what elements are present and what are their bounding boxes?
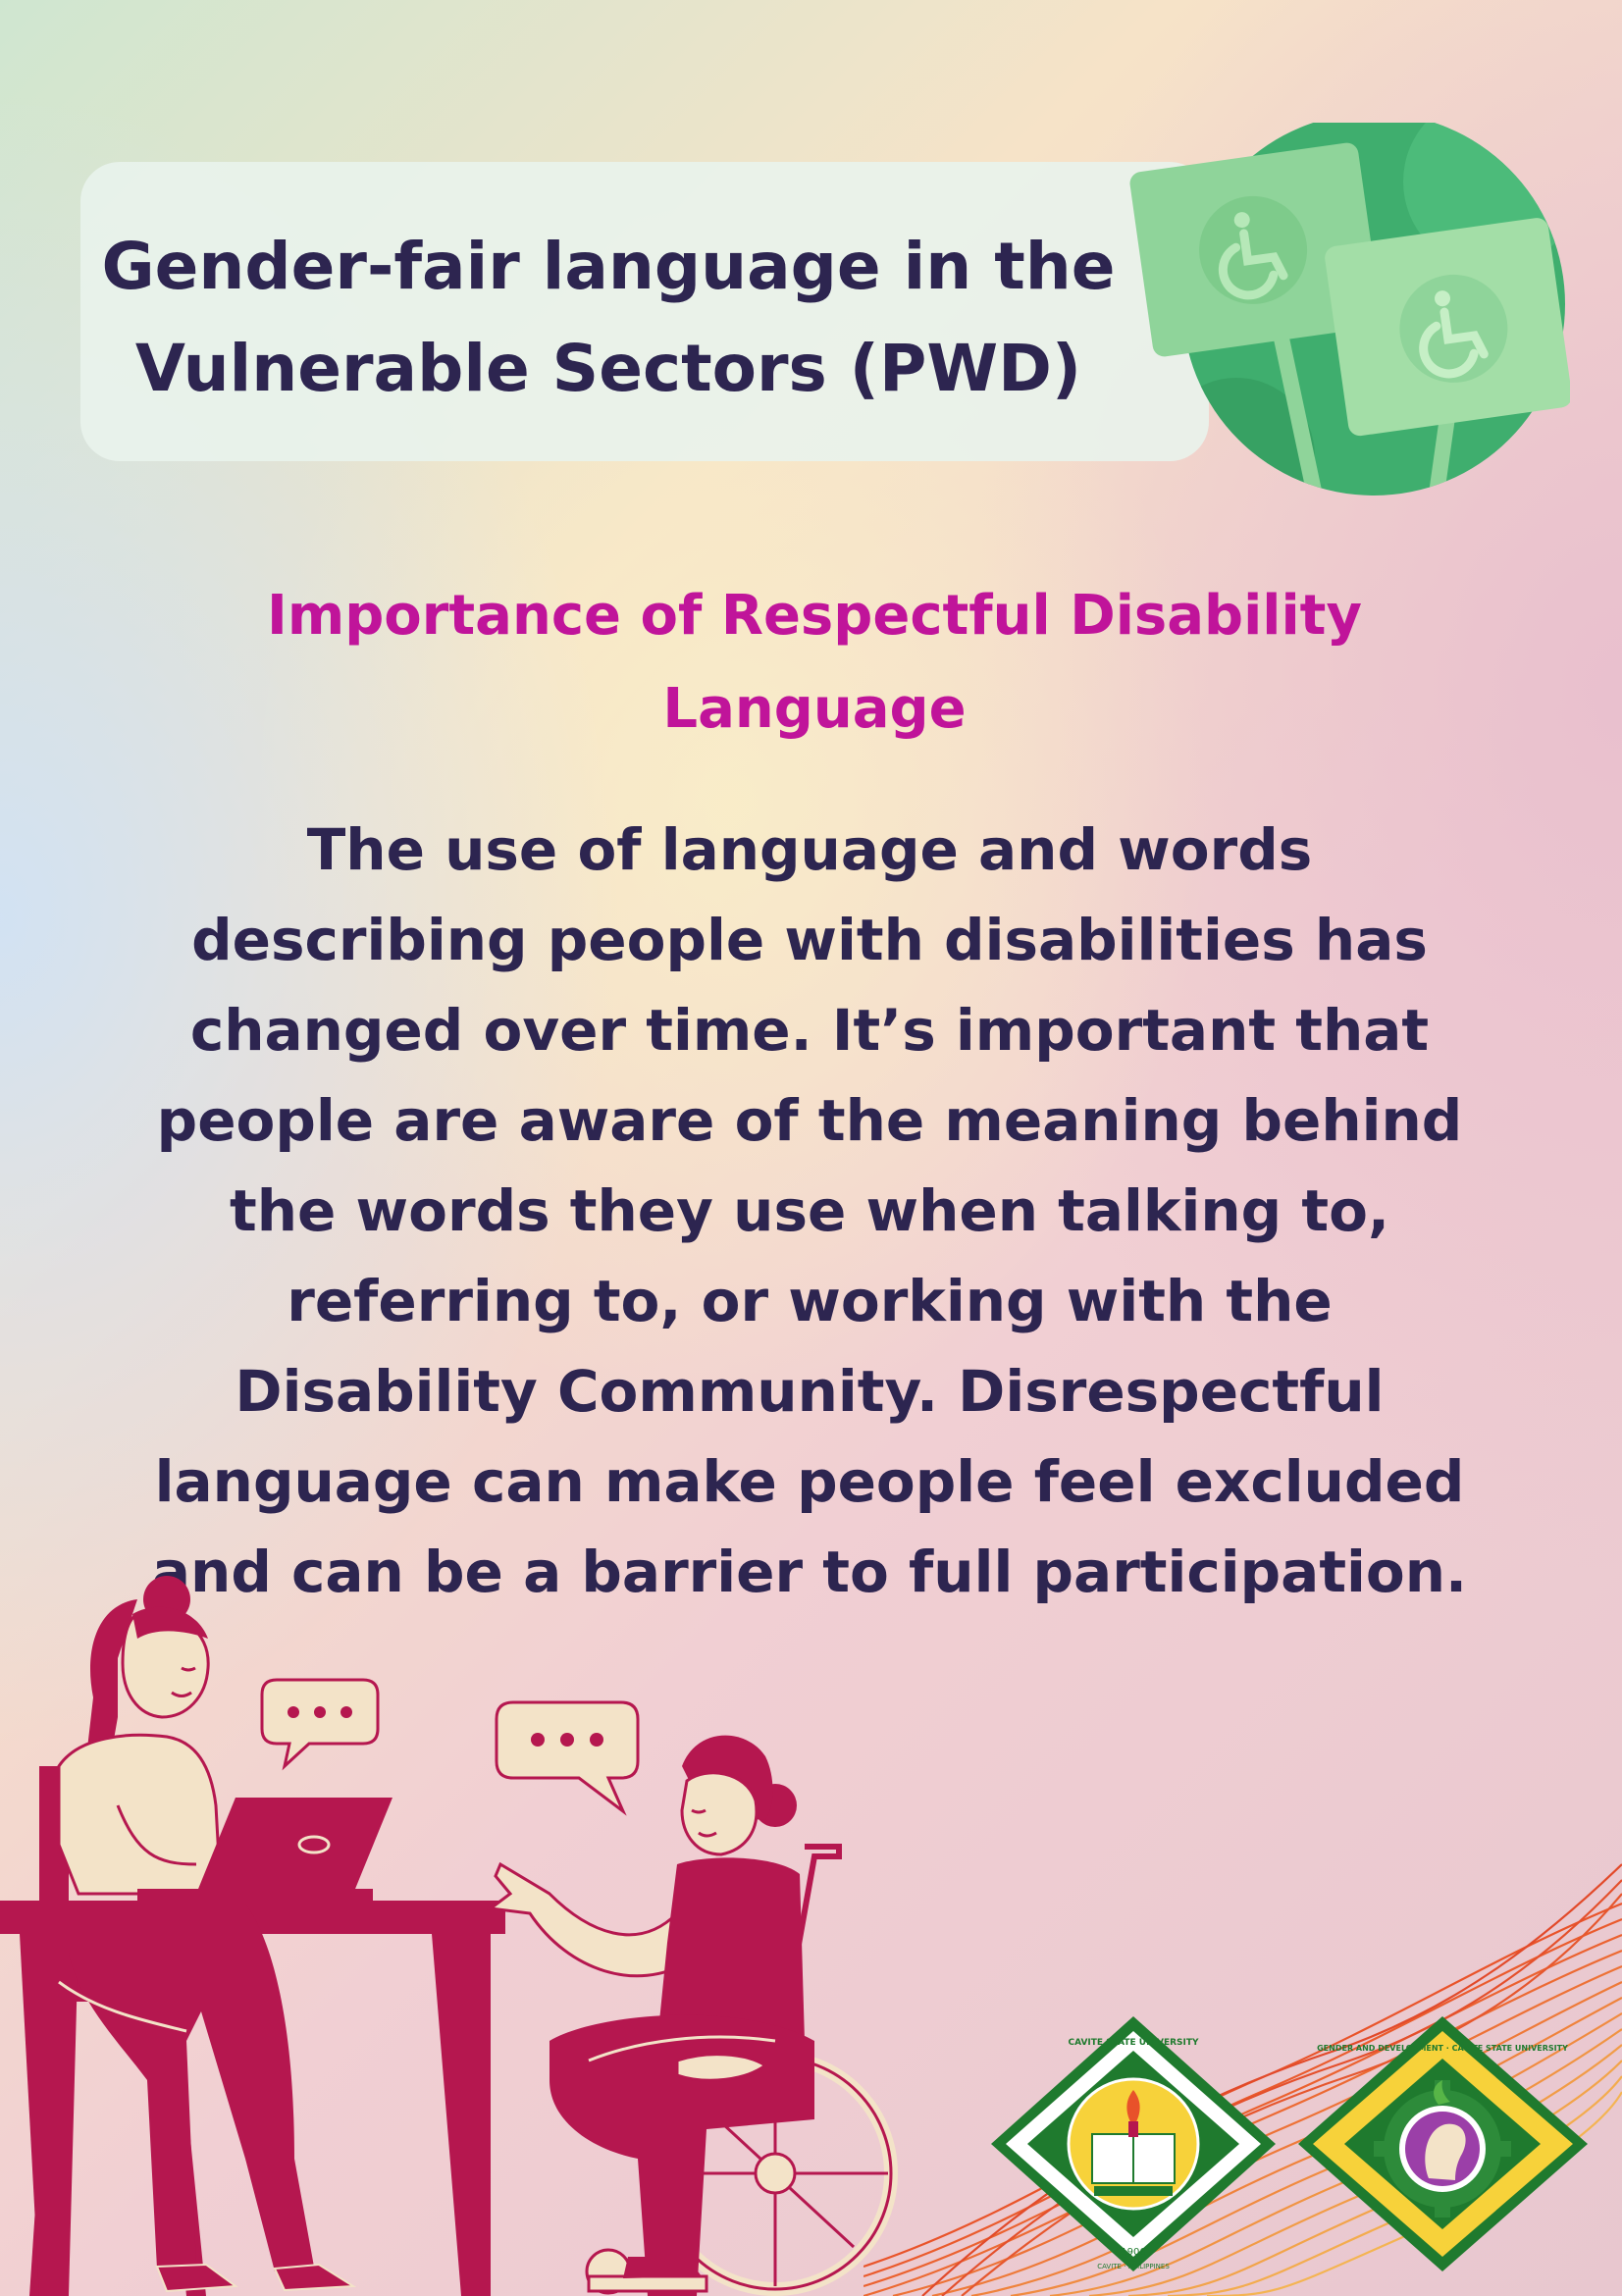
speech-bubble-icon: [495, 1700, 640, 1816]
wheelchair-icon: [1218, 212, 1288, 300]
page-title: Gender-fair language in the Vulnerable S…: [98, 216, 1119, 420]
title-line-2: Vulnerable Sectors (PWD): [134, 331, 1082, 406]
csu-year: 1906: [1121, 2247, 1145, 2258]
csu-ring-text-top: CAVITE STATE UNIVERSITY: [1068, 2038, 1199, 2048]
speech-bubble-icon: [260, 1678, 380, 1771]
body-paragraph: The use of language and words describing…: [118, 805, 1501, 1617]
body-line: referring to, or working with the: [287, 1268, 1333, 1334]
woman-at-laptop: [0, 1576, 505, 2296]
section-subtitle: Importance of Respectful Disability Lang…: [157, 569, 1472, 756]
woman-in-wheelchair: [487, 1735, 898, 2296]
wheelchair-icon: [1419, 290, 1489, 379]
title-line-1: Gender-fair language in the: [101, 229, 1116, 304]
accessibility-signs-badge: [1129, 123, 1570, 496]
body-line: the words they use when talking to,: [229, 1177, 1389, 1244]
body-line: people are aware of the meaning behind: [156, 1087, 1463, 1154]
gender-and-development-logo: GENDER AND DEVELOPMENT · CAVITE STATE UN…: [1298, 2016, 1588, 2271]
wheelchair-sign-1: [1129, 142, 1382, 357]
body-line: changed over time. It’s important that: [189, 997, 1430, 1064]
wheelchair-sign-2: [1325, 218, 1570, 437]
body-line: and can be a barrier to full participati…: [151, 1539, 1468, 1605]
cavite-state-university-logo: 1906 CAVITE STATE UNIVERSITY CAVITE · PH…: [991, 2016, 1276, 2271]
subtitle-line-2: Language: [662, 677, 967, 741]
csu-ring-text-bottom: CAVITE · PHILIPPINES: [1097, 2263, 1170, 2270]
gad-ring-text: GENDER AND DEVELOPMENT · CAVITE STATE UN…: [1317, 2044, 1568, 2053]
body-line: The use of language and words: [306, 816, 1313, 883]
conversation-illustration: [0, 1576, 898, 2296]
body-line: language can make people feel excluded: [154, 1448, 1465, 1515]
body-line: Disability Community. Disrespectful: [235, 1358, 1385, 1425]
subtitle-line-1: Importance of Respectful Disability: [267, 584, 1362, 648]
title-card: [80, 162, 1209, 461]
body-line: describing people with disabilities has: [191, 907, 1428, 973]
